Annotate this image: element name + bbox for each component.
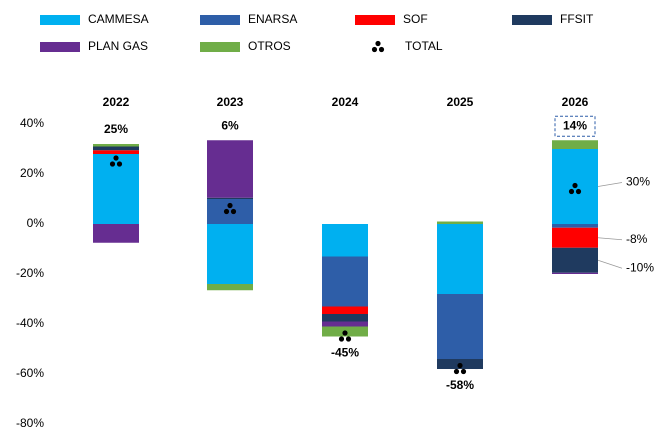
marker-dot	[457, 362, 463, 369]
total-label: -45%	[331, 346, 359, 360]
bar-segment	[207, 284, 253, 291]
marker-dot	[453, 368, 460, 375]
legend-swatch	[355, 15, 395, 25]
bar-segment	[207, 140, 253, 198]
y-tick-label: -80%	[16, 416, 44, 430]
marker-dot	[338, 336, 345, 342]
marker-dot	[227, 202, 233, 209]
marker-dot	[109, 161, 116, 167]
legend-swatch	[200, 15, 240, 25]
bar-segment	[552, 227, 598, 248]
category-label: 2022	[103, 95, 130, 109]
total-label: 14%	[563, 118, 587, 132]
category-label: 2024	[332, 95, 359, 109]
legend-swatch	[512, 15, 552, 25]
legend-label: CAMMESA	[88, 12, 149, 26]
bar-segment	[552, 247, 598, 273]
legend-label: TOTAL	[405, 39, 443, 53]
y-tick-label: -60%	[16, 366, 44, 380]
marker-dot	[113, 155, 119, 161]
bar-segment	[93, 224, 139, 243]
y-tick-label: 0%	[27, 216, 45, 230]
total-marker	[568, 182, 582, 195]
bar-segment	[322, 256, 368, 307]
total-label: 25%	[104, 122, 128, 136]
leader-line	[597, 259, 623, 269]
marker-dot	[378, 46, 385, 53]
marker-dot	[116, 161, 123, 167]
category-label: 2025	[447, 95, 474, 109]
bar-segment	[207, 197, 253, 199]
bar-segment	[207, 224, 253, 284]
legend-label: SOF	[403, 12, 428, 26]
legend-label: ENARSA	[248, 12, 297, 26]
bar-segment	[437, 294, 483, 359]
bar-segment	[437, 224, 483, 294]
y-tick-label: -40%	[16, 316, 44, 330]
annotation: 30%	[626, 175, 650, 189]
total-marker	[338, 330, 352, 342]
bar-segment	[322, 314, 368, 322]
total-marker	[453, 362, 467, 375]
bar-segment	[322, 321, 368, 327]
marker-dot	[572, 182, 578, 189]
marker-dot	[575, 188, 582, 195]
marker-dot	[230, 208, 237, 215]
bar-segment	[322, 306, 368, 314]
legend-label: PLAN GAS	[88, 39, 148, 53]
bar-segment	[437, 221, 483, 224]
total-label: -58%	[446, 378, 474, 392]
legend-label: FFSIT	[560, 12, 594, 26]
bar-segment	[552, 224, 598, 228]
bar-segment	[93, 144, 139, 147]
total-marker	[371, 40, 385, 53]
y-tick-label: 20%	[20, 166, 44, 180]
leader-line	[597, 182, 623, 187]
legend-swatch	[40, 15, 80, 25]
bar-segment	[93, 146, 139, 151]
legend-label: OTROS	[248, 39, 291, 53]
annotation: -8%	[626, 232, 648, 246]
marker-dot	[375, 40, 381, 47]
total-marker	[109, 155, 123, 167]
marker-dot	[342, 330, 348, 336]
category-label: 2026	[562, 95, 589, 109]
bar-segment	[207, 199, 253, 224]
total-box	[554, 115, 596, 137]
bar-segment	[552, 140, 598, 149]
annotation: -10%	[626, 260, 654, 274]
y-tick-label: 40%	[20, 116, 44, 130]
legend-swatch	[200, 42, 240, 52]
y-tick-label: -20%	[16, 266, 44, 280]
total-label: 6%	[221, 118, 239, 132]
bar-segment	[322, 224, 368, 257]
marker-dot	[371, 46, 378, 53]
bar-segment	[552, 272, 598, 274]
legend-swatch	[40, 42, 80, 52]
marker-dot	[345, 336, 352, 342]
total-marker	[223, 202, 237, 215]
marker-dot	[568, 188, 575, 195]
marker-dot	[223, 208, 230, 215]
bar-segment	[93, 150, 139, 154]
marker-dot	[460, 368, 467, 375]
bar-segment	[93, 154, 139, 224]
leader-line	[597, 237, 623, 241]
category-label: 2023	[217, 95, 244, 109]
